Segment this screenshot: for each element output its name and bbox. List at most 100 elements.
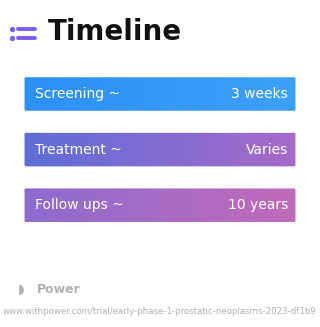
Bar <box>219 181 222 229</box>
Bar <box>134 126 136 173</box>
Bar <box>18 126 20 173</box>
Text: Timeline: Timeline <box>48 18 182 46</box>
Bar <box>105 70 108 118</box>
Bar <box>186 70 188 118</box>
Bar <box>243 181 245 229</box>
Bar <box>219 70 222 118</box>
Text: Follow ups ~: Follow ups ~ <box>35 198 124 212</box>
Bar <box>281 70 284 118</box>
Bar <box>46 70 48 118</box>
Bar <box>46 126 48 173</box>
Bar <box>77 181 79 229</box>
Bar <box>236 126 238 173</box>
Bar <box>32 181 34 229</box>
Bar <box>127 126 129 173</box>
Bar <box>129 181 132 229</box>
Bar <box>160 126 162 173</box>
Bar <box>58 126 60 173</box>
Bar <box>241 181 243 229</box>
Bar <box>288 70 291 118</box>
Bar <box>53 70 56 118</box>
Bar <box>132 70 134 118</box>
Bar <box>276 181 279 229</box>
Bar <box>117 181 120 229</box>
Bar <box>162 70 165 118</box>
Bar <box>48 126 51 173</box>
Bar <box>284 181 286 229</box>
Bar <box>300 126 302 173</box>
Bar <box>32 70 34 118</box>
Bar <box>44 181 46 229</box>
Bar <box>179 70 181 118</box>
Bar <box>215 70 217 118</box>
Bar <box>143 181 146 229</box>
Bar <box>150 126 153 173</box>
Bar <box>148 181 150 229</box>
Bar <box>101 181 103 229</box>
Bar <box>188 126 191 173</box>
Bar <box>110 181 113 229</box>
Bar <box>291 181 293 229</box>
Bar <box>243 70 245 118</box>
Bar <box>96 70 98 118</box>
Bar <box>46 181 48 229</box>
Bar <box>96 126 98 173</box>
Bar <box>217 181 219 229</box>
Bar <box>191 181 193 229</box>
Text: Power: Power <box>37 283 81 296</box>
Bar <box>260 70 262 118</box>
Bar <box>44 70 46 118</box>
Bar <box>101 126 103 173</box>
Bar <box>293 126 295 173</box>
Bar <box>155 126 158 173</box>
Bar <box>165 126 167 173</box>
Bar <box>110 126 113 173</box>
Bar <box>91 181 93 229</box>
Bar <box>141 126 143 173</box>
Bar <box>75 126 77 173</box>
Bar <box>236 181 238 229</box>
Bar <box>93 126 96 173</box>
Bar <box>295 126 298 173</box>
Bar <box>148 126 150 173</box>
Bar <box>298 70 300 118</box>
Bar <box>86 70 89 118</box>
Bar <box>172 126 174 173</box>
Bar <box>186 126 188 173</box>
Bar <box>174 70 177 118</box>
Bar <box>203 70 205 118</box>
Bar <box>41 70 44 118</box>
Text: ◗: ◗ <box>18 283 24 296</box>
Bar <box>18 70 20 118</box>
Bar <box>84 181 86 229</box>
Bar <box>279 181 281 229</box>
Bar <box>279 126 281 173</box>
Bar <box>162 126 165 173</box>
Bar <box>141 181 143 229</box>
Bar <box>274 70 276 118</box>
Bar <box>224 70 227 118</box>
Bar <box>200 126 203 173</box>
Bar <box>274 181 276 229</box>
Bar <box>72 126 75 173</box>
Bar <box>51 181 53 229</box>
Bar <box>196 181 198 229</box>
Bar <box>198 181 200 229</box>
Bar <box>89 181 91 229</box>
Bar <box>132 126 134 173</box>
Bar <box>120 126 122 173</box>
Bar <box>238 126 241 173</box>
Bar <box>215 126 217 173</box>
Bar <box>229 126 231 173</box>
Bar <box>134 70 136 118</box>
Bar <box>203 126 205 173</box>
Bar <box>122 181 124 229</box>
Bar <box>58 181 60 229</box>
Bar <box>20 126 22 173</box>
Bar <box>241 126 243 173</box>
Bar <box>132 181 134 229</box>
Bar <box>231 70 234 118</box>
Bar <box>257 126 260 173</box>
Bar <box>129 70 132 118</box>
Bar <box>174 181 177 229</box>
